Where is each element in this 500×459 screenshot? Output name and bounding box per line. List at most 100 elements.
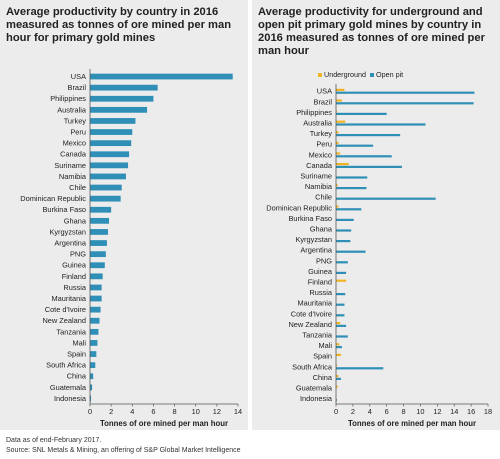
left-bar-burkina-faso bbox=[90, 206, 112, 213]
right-category-label-usa: USA bbox=[317, 87, 332, 96]
left-category-label-peru: Peru bbox=[70, 127, 86, 136]
right-category-label-png: PNG bbox=[316, 256, 332, 265]
left-category-label-cote-d-ivoire: Cote d'Ivoire bbox=[45, 305, 86, 314]
left-category-label-china: China bbox=[67, 372, 87, 381]
right-bar-open-pit-south-africa bbox=[336, 367, 384, 370]
left-category-label-new-zealand: New Zealand bbox=[42, 316, 86, 325]
left-bar-spain bbox=[90, 351, 97, 357]
right-x-tick-label-16: 16 bbox=[467, 407, 475, 416]
right-bar-underground-canada bbox=[336, 163, 349, 166]
right-bar-underground-spain bbox=[336, 353, 342, 356]
left-category-label-guatemala: Guatemala bbox=[50, 383, 87, 392]
left-category-label-burkina-faso: Burkina Faso bbox=[42, 205, 86, 214]
right-bar-open-pit-peru bbox=[336, 144, 374, 147]
left-bar-turkey bbox=[90, 118, 136, 124]
right-bar-open-pit-cote-d-ivoire bbox=[336, 314, 345, 317]
right-x-tick-label-8: 8 bbox=[401, 407, 405, 416]
left-bar-namibia bbox=[90, 173, 126, 180]
right-x-tick-label-14: 14 bbox=[450, 407, 458, 416]
left-category-label-mauritania: Mauritania bbox=[51, 294, 86, 303]
left-bar-mauritania bbox=[90, 295, 102, 302]
right-bar-open-pit-kyrgyzstan bbox=[336, 240, 351, 243]
right-bar-underground-turkey bbox=[336, 131, 339, 134]
right-bar-underground-namibia bbox=[336, 184, 338, 187]
left-category-label-mali: Mali bbox=[72, 338, 86, 347]
right-category-label-russia: Russia bbox=[309, 288, 332, 297]
right-bar-open-pit-suriname bbox=[336, 176, 368, 179]
left-category-label-south-africa: South Africa bbox=[46, 361, 87, 370]
left-bar-china bbox=[90, 373, 94, 380]
right-category-label-dominican-republic: Dominican Republic bbox=[266, 203, 332, 212]
right-category-label-new-zealand: New Zealand bbox=[288, 320, 332, 329]
left-category-label-australia: Australia bbox=[57, 105, 87, 114]
left-bar-kyrgyzstan bbox=[90, 229, 108, 235]
left-chart-panel: Average productivity by country in 2016 … bbox=[0, 0, 248, 430]
right-category-label-turkey: Turkey bbox=[310, 129, 333, 138]
left-x-tick-label-4: 4 bbox=[130, 407, 134, 416]
right-bar-underground-brazil bbox=[336, 99, 342, 102]
left-bar-guinea bbox=[90, 262, 105, 269]
left-bar-chile bbox=[90, 184, 122, 191]
left-bar-png bbox=[90, 251, 106, 258]
right-bar-open-pit-mauritania bbox=[336, 303, 345, 306]
right-category-label-tanzania: Tanzania bbox=[302, 331, 332, 340]
right-category-label-burkina-faso: Burkina Faso bbox=[288, 214, 332, 223]
right-bar-open-pit-dominican-republic bbox=[336, 208, 362, 211]
right-category-label-spain: Spain bbox=[313, 352, 332, 361]
left-category-label-turkey: Turkey bbox=[64, 116, 87, 125]
right-bar-underground-peru bbox=[336, 141, 339, 144]
right-category-label-mali: Mali bbox=[318, 341, 332, 350]
right-bar-open-pit-mexico bbox=[336, 155, 392, 158]
left-category-label-argentina: Argentina bbox=[54, 238, 87, 247]
right-bar-open-pit-chile bbox=[336, 197, 436, 200]
left-bar-indonesia bbox=[90, 395, 92, 402]
right-category-label-peru: Peru bbox=[316, 140, 332, 149]
right-category-label-brazil: Brazil bbox=[314, 97, 333, 106]
left-bar-cote-d-ivoire bbox=[90, 306, 101, 313]
right-bar-open-pit-burkina-faso bbox=[336, 218, 354, 221]
right-category-label-guinea: Guinea bbox=[308, 267, 333, 276]
right-legend-swatch-open-pit bbox=[370, 73, 374, 77]
left-bar-tanzania bbox=[90, 328, 99, 335]
left-category-label-spain: Spain bbox=[67, 349, 86, 358]
right-category-label-chile: Chile bbox=[315, 193, 332, 202]
left-bar-new-zealand bbox=[90, 317, 100, 324]
right-category-label-suriname: Suriname bbox=[300, 172, 332, 181]
right-bar-underground-usa bbox=[336, 88, 345, 91]
right-bar-underground-philippines bbox=[336, 110, 337, 113]
right-category-label-mauritania: Mauritania bbox=[297, 299, 332, 308]
left-bar-dominican-republic bbox=[90, 195, 121, 202]
left-x-tick-label-0: 0 bbox=[88, 407, 92, 416]
left-x-tick-label-6: 6 bbox=[151, 407, 155, 416]
left-category-label-namibia: Namibia bbox=[59, 172, 87, 181]
right-category-label-kyrgyzstan: Kyrgyzstan bbox=[295, 235, 332, 244]
right-bar-underground-dominican-republic bbox=[336, 205, 339, 208]
right-bar-underground-australia bbox=[336, 120, 346, 123]
left-x-tick-label-10: 10 bbox=[192, 407, 200, 416]
right-bar-open-pit-usa bbox=[336, 91, 475, 94]
left-bar-philippines bbox=[90, 95, 154, 102]
left-chart-svg: USA Brazil Philippines Australia Turkey Peru M… bbox=[20, 69, 242, 428]
right-bar-open-pit-australia bbox=[336, 123, 426, 126]
right-bar-underground-china bbox=[336, 375, 339, 378]
left-bar-suriname bbox=[90, 162, 129, 169]
right-bar-open-pit-russia bbox=[336, 293, 346, 296]
right-category-label-mexico: Mexico bbox=[309, 150, 332, 159]
right-x-tick-label-18: 18 bbox=[484, 407, 492, 416]
right-bar-open-pit-mali bbox=[336, 346, 342, 349]
right-bar-open-pit-canada bbox=[336, 165, 402, 168]
right-bar-open-pit-png bbox=[336, 261, 348, 264]
left-category-label-philippines: Philippines bbox=[50, 94, 86, 103]
right-category-label-indonesia: Indonesia bbox=[300, 394, 333, 403]
right-bar-open-pit-philippines bbox=[336, 112, 387, 115]
left-bar-peru bbox=[90, 129, 133, 135]
left-category-label-finland: Finland bbox=[62, 272, 86, 281]
right-bar-open-pit-turkey bbox=[336, 134, 401, 137]
left-category-label-indonesia: Indonesia bbox=[54, 394, 87, 403]
right-bar-open-pit-guinea bbox=[336, 271, 347, 274]
right-bar-underground-south-africa bbox=[336, 364, 337, 367]
left-category-label-chile: Chile bbox=[69, 183, 86, 192]
footnote-source: Source: SNL Metals & Mining, an offering… bbox=[6, 447, 241, 454]
left-category-label-png: PNG bbox=[70, 250, 86, 259]
right-x-tick-label-10: 10 bbox=[416, 407, 424, 416]
